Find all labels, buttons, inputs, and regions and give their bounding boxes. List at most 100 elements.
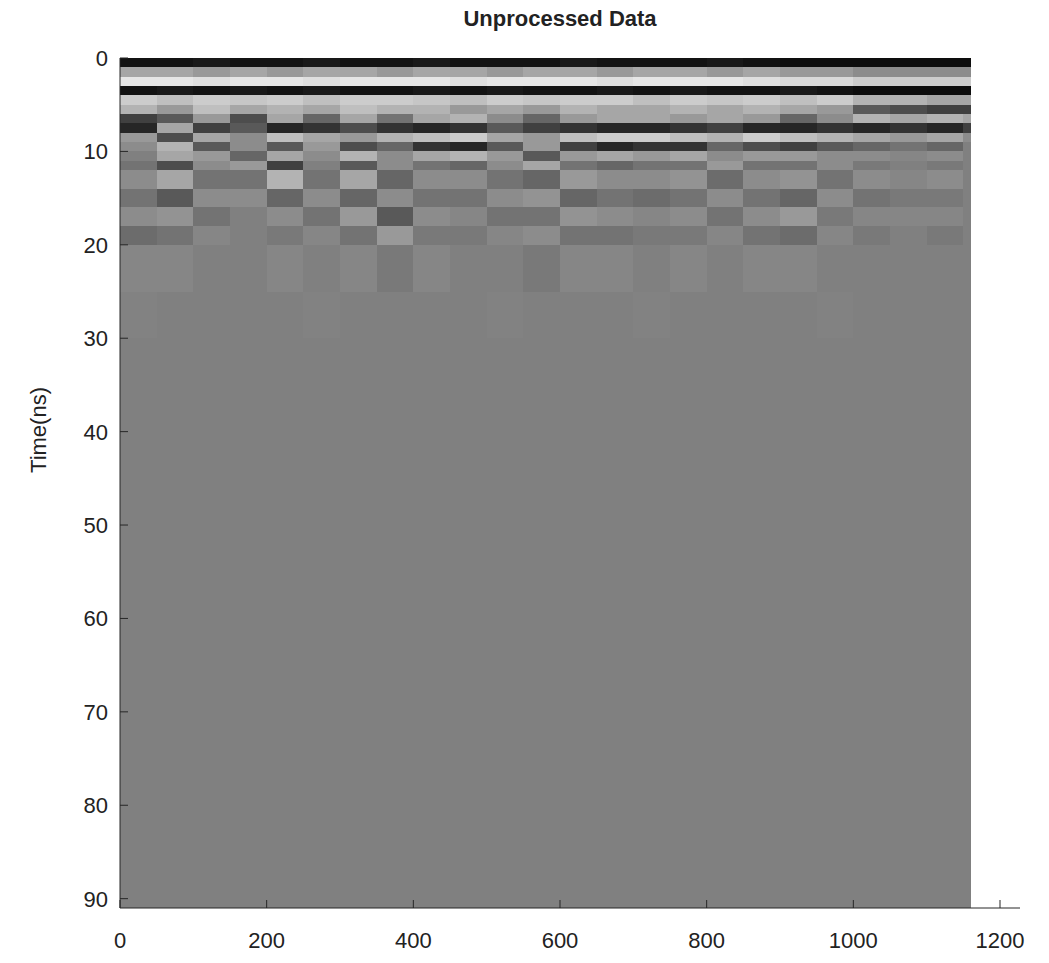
cell — [303, 189, 340, 208]
cell — [633, 618, 670, 908]
cell — [487, 95, 524, 105]
cell — [303, 245, 340, 292]
cell — [157, 86, 194, 96]
y-tick-label: 20 — [84, 233, 108, 258]
cell — [230, 133, 267, 143]
x-tick — [120, 900, 121, 908]
cell — [157, 77, 194, 87]
cell — [927, 161, 964, 171]
cell — [670, 170, 707, 189]
cell — [120, 114, 157, 124]
cell — [670, 77, 707, 87]
y-axis-title: Time(ns) — [26, 387, 51, 473]
cell — [853, 58, 890, 68]
y-tick — [120, 244, 128, 245]
cell — [560, 432, 597, 619]
cell — [780, 207, 817, 226]
cell — [450, 245, 487, 292]
cell — [193, 338, 230, 432]
cell — [670, 114, 707, 124]
cell — [963, 142, 971, 152]
cell — [450, 338, 487, 432]
cell — [267, 245, 304, 292]
cell — [890, 338, 927, 432]
cell — [303, 151, 340, 161]
cell — [230, 338, 267, 432]
cell — [780, 170, 817, 189]
cell — [340, 245, 377, 292]
cell — [487, 123, 524, 133]
cell — [707, 58, 744, 68]
cell — [817, 189, 854, 208]
cell — [670, 67, 707, 77]
cell — [340, 77, 377, 87]
cell — [523, 226, 560, 245]
cell — [853, 292, 890, 339]
cell — [560, 77, 597, 87]
y-tick — [120, 58, 128, 59]
cell — [523, 58, 560, 68]
cell — [230, 105, 267, 115]
cell — [523, 67, 560, 77]
cell — [670, 142, 707, 152]
cell — [743, 161, 780, 171]
cell — [853, 86, 890, 96]
cell — [633, 58, 670, 68]
cell — [597, 95, 634, 105]
x-tick — [266, 900, 267, 908]
cell — [267, 142, 304, 152]
y-tick-label: 40 — [84, 420, 108, 445]
cell — [377, 170, 414, 189]
cell — [560, 133, 597, 143]
cell — [743, 58, 780, 68]
x-tick — [706, 900, 707, 908]
cell — [120, 58, 157, 68]
cell — [157, 151, 194, 161]
cell — [120, 123, 157, 133]
cell — [120, 245, 157, 292]
cell — [303, 618, 340, 908]
cell — [303, 67, 340, 77]
cell — [377, 95, 414, 105]
cell — [890, 245, 927, 292]
cell — [817, 114, 854, 124]
cell — [267, 133, 304, 143]
cell — [193, 432, 230, 619]
x-tick-label: 200 — [248, 928, 285, 953]
cell — [743, 432, 780, 619]
cell — [230, 95, 267, 105]
cell — [743, 133, 780, 143]
y-tick-label: 30 — [84, 326, 108, 351]
cell — [340, 207, 377, 226]
cell — [230, 86, 267, 96]
cell — [340, 86, 377, 96]
cell — [743, 114, 780, 124]
cell — [413, 161, 450, 171]
cell — [340, 170, 377, 189]
cell — [377, 245, 414, 292]
cell — [303, 95, 340, 105]
cell — [340, 151, 377, 161]
cell — [120, 67, 157, 77]
cell — [927, 151, 964, 161]
cell — [157, 114, 194, 124]
cell — [817, 161, 854, 171]
cell — [560, 226, 597, 245]
cell — [633, 292, 670, 339]
cell — [523, 245, 560, 292]
cell — [707, 161, 744, 171]
cell — [523, 151, 560, 161]
cell — [927, 67, 964, 77]
cell — [817, 618, 854, 908]
cell — [413, 292, 450, 339]
cell — [230, 142, 267, 152]
cell — [597, 189, 634, 208]
cell — [670, 245, 707, 292]
cell — [450, 432, 487, 619]
cell — [267, 151, 304, 161]
cell — [780, 58, 817, 68]
cell — [890, 67, 927, 77]
cell — [743, 226, 780, 245]
cell — [853, 618, 890, 908]
y-axis-line — [120, 58, 121, 908]
